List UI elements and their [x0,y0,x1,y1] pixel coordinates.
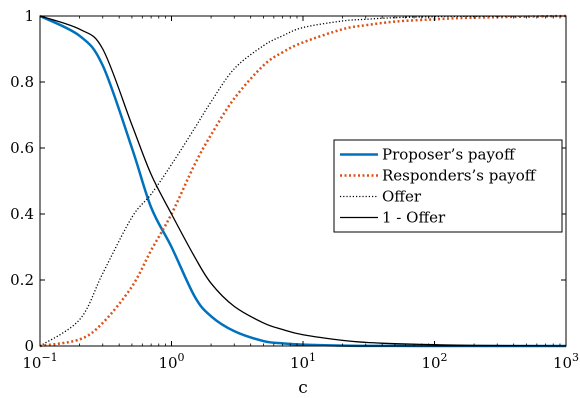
legend-label-4: 1 - Offer [382,209,446,227]
x-tick-label-exponent: −1 [41,351,57,364]
x-tick-label: 10−1 [22,351,57,372]
x-axis-title: c [298,378,308,398]
series-line-2 [39,14,567,348]
series-line-3 [39,15,567,347]
x-tick-label-base: 10 [421,354,440,372]
x-tick-label: 101 [290,351,316,372]
legend-label-2: Responders’s payoff [382,167,537,185]
y-tick-label: 0.6 [10,139,34,157]
legend-label-1: Proposer’s payoff [382,146,516,164]
y-tick-label: 0.2 [10,271,34,289]
x-tick-label-exponent: 2 [441,351,448,364]
x-tick-label-exponent: 1 [309,351,316,364]
x-tick-label-exponent: 0 [178,351,185,364]
x-tick-label-base: 10 [158,354,177,372]
ticks-layer [39,15,567,347]
x-tick-label-exponent: 3 [572,351,579,364]
legend-label-3: Offer [382,188,422,206]
x-tick-label: 102 [421,351,447,372]
x-tick-label-base: 10 [553,354,572,372]
x-tick-label: 100 [158,351,184,372]
x-tick-label-base: 10 [290,354,309,372]
x-tick-label: 103 [553,351,579,372]
legend: Proposer’s payoff Responders’s payoff Offe… [333,139,563,233]
y-tick-label: 1 [24,7,34,25]
series-line-4 [39,15,567,347]
y-tick-label: 0.4 [10,205,34,223]
y-tick-label: 0.8 [10,73,34,91]
x-tick-label-base: 10 [22,354,41,372]
y-tick-label: 0 [24,337,34,355]
